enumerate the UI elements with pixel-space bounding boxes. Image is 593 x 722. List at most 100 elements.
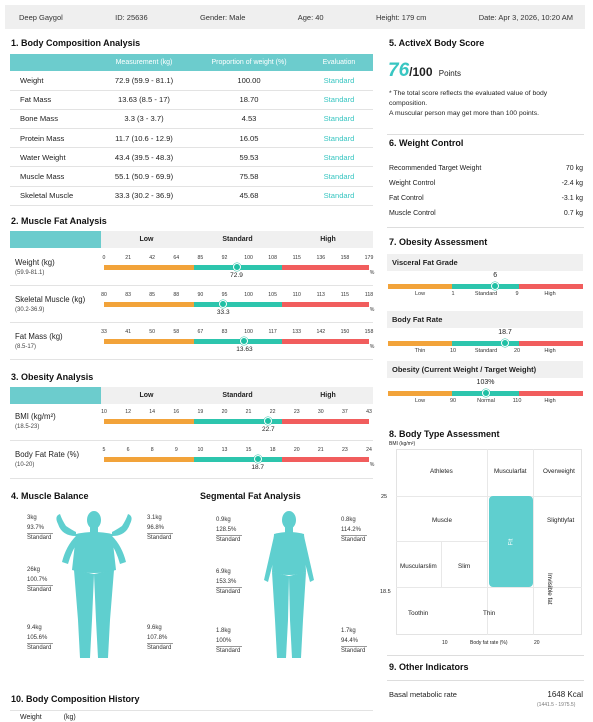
assessment-marker [481, 389, 490, 397]
patient-age: Age: 40 [297, 12, 324, 22]
segmental_fat-left-leg: 1.8kg 100% Standard [216, 627, 242, 657]
segment-kg: 9.6kg [147, 625, 162, 631]
assessment-marker [491, 282, 500, 290]
bar-standard [194, 302, 282, 307]
assessment-header-ratio: Obesity (Current Weight / Target Weight) [387, 361, 583, 378]
tick-label: 23 [293, 409, 300, 415]
assessment-value: 103% [476, 379, 495, 386]
value-marker [219, 300, 228, 308]
segment-eval: Standard [27, 587, 52, 593]
activex-title: 5. ActiveX Body Score [389, 38, 485, 48]
segment-eval: Standard [27, 535, 52, 541]
tick-label: 158 [340, 255, 350, 261]
segment-pct: 114.2% [341, 526, 367, 536]
body-comp-title: 1. Body Composition Analysis [11, 38, 141, 48]
bar-standard [452, 341, 519, 346]
other-title: 9. Other Indicators [389, 662, 469, 672]
body-type-grid: Fit [396, 449, 582, 635]
header-blank [10, 387, 101, 404]
body-type-x-20: 20 [534, 640, 540, 646]
value-label: 18.7 [251, 464, 265, 471]
body-type-marker: Fit [489, 496, 533, 587]
tick-label: 64 [173, 255, 180, 261]
assessment-header-visceral: Visceral Fat Grade [387, 254, 583, 271]
tick-label: 6 [126, 447, 130, 453]
row-range: (10-20) [15, 462, 35, 468]
grid-border [396, 449, 582, 635]
grid-line [533, 449, 534, 635]
tick-label: 13 [221, 447, 228, 453]
obesity-analysis-title: 3. Obesity Analysis [11, 372, 94, 382]
value-label: 33.3 [216, 309, 230, 316]
assessment-scale-mid: Normal [477, 398, 495, 404]
patient-header: Deep Gaygol ID: 25636 Gender: Male Age: … [5, 5, 585, 29]
tick-label: 18 [269, 447, 276, 453]
tick-label: 118 [364, 292, 374, 298]
body-type-cell: Overweight [543, 468, 575, 475]
segment-eval: Standard [216, 648, 241, 654]
value-label: 13.63 [236, 346, 253, 353]
body-type-y-unit: BMI (kg/m²) [389, 441, 416, 447]
segment-eval: Standard [147, 535, 172, 541]
bar-high [518, 341, 583, 346]
assessment-scale-t1: 10 [449, 348, 457, 354]
weight-control-label: Fat Control [389, 195, 424, 202]
bar-high [281, 265, 369, 270]
body-type-x-label: Body fat rate (%) [470, 640, 508, 646]
table-row: Fat Mass 13.63 (8.5 - 17) 18.70 Standard [10, 90, 373, 110]
value-marker [240, 337, 249, 345]
table-cell-label: Bone Mass [10, 109, 95, 130]
body-type-cell: Muscle [432, 517, 452, 524]
history-row: Weight (kg) [10, 710, 373, 722]
range-bar [104, 302, 369, 307]
weight-control-row: Fat Control -3.1 kg [389, 195, 583, 202]
table-cell-label: Weight [10, 71, 95, 91]
segment-eval: Standard [27, 645, 52, 651]
body-type-cell: Thin [483, 610, 496, 617]
range-bar [104, 339, 369, 344]
segmental_fat-right-leg: 1.7kg 94.4% Standard [341, 627, 367, 657]
tick-label: 85 [149, 292, 156, 298]
tick-label: 12 [125, 409, 131, 415]
bar-low [104, 457, 195, 462]
bar-high [518, 391, 583, 396]
value-label: 22.7 [261, 426, 275, 433]
tick-label: 158 [364, 329, 374, 335]
muscle-fat-header: Low Standard High [10, 231, 373, 248]
tick-label: 113 [316, 292, 325, 298]
grid-line [396, 587, 582, 588]
segment-pct: 100% [216, 637, 242, 647]
tick-label: 33 [101, 329, 107, 335]
assessment-scale-mid: Standard [474, 291, 498, 297]
muscle_balance-trunk: 26kg 100.7% Standard [27, 566, 53, 596]
score-out-of: /100 [409, 65, 433, 79]
weight-control-value: -3.1 kg [561, 195, 583, 202]
muscle-body-figure [56, 511, 132, 658]
table-cell-meas: 55.1 (50.9 - 69.9) [95, 166, 193, 187]
body-type-y-185: 18.5 [380, 589, 391, 595]
segment-kg: 26kg [27, 567, 41, 573]
body-type-cell: Slim [458, 563, 471, 570]
tick-label: 100 [244, 292, 253, 298]
table-cell-meas: 43.4 (39.5 - 48.3) [95, 147, 193, 168]
row-label: Body Fat Rate (%) (10-20) [15, 450, 79, 470]
segment-pct: 93.7% [27, 524, 53, 534]
tick-label: 150 [340, 329, 350, 335]
activex-score: 76/100 Points [388, 60, 461, 82]
tick-label: 67 [197, 329, 204, 335]
table-cell-eval: Standard [305, 147, 373, 168]
assessment-scale-t2: 110 [512, 398, 522, 404]
segment-pct: 100.7% [27, 576, 53, 586]
activex-note1: * The total score reflects the evaluated… [389, 90, 548, 107]
body-type-x-10: 10 [442, 640, 448, 646]
table-cell-label: Water Weight [10, 147, 95, 168]
segment-eval: Standard [216, 589, 241, 595]
high-header: High [320, 392, 336, 399]
test-date: Date: Apr 3, 2026, 10:20 AM [478, 12, 573, 22]
body-type-cell: Toothin [408, 610, 429, 617]
tick-label: 142 [316, 329, 326, 335]
col-proportion: Proportion of weight (%) [193, 54, 305, 71]
muscle_balance-right-arm: 3.1kg 96.8% Standard [147, 514, 173, 544]
segment-eval: Standard [341, 648, 366, 654]
col-measurement: Measurement (kg) [95, 54, 193, 71]
